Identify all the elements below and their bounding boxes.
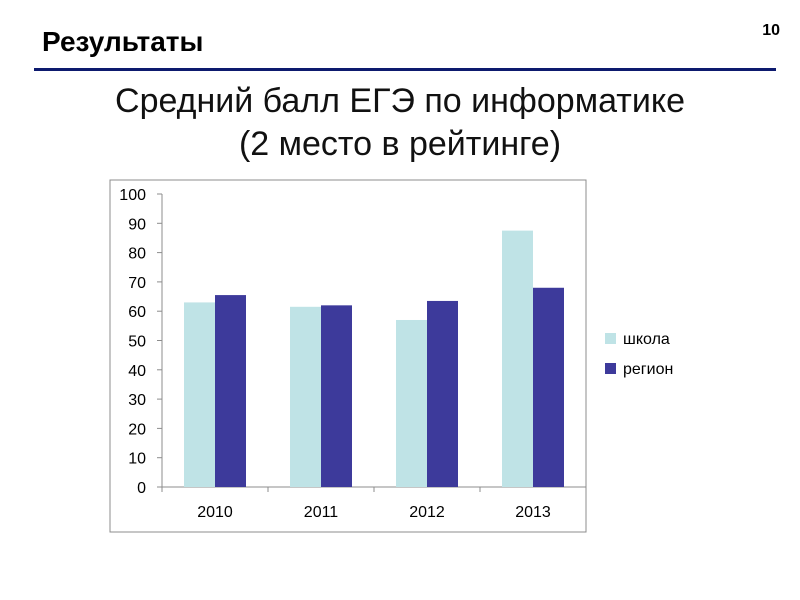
bar-region-2011 (321, 305, 352, 487)
chart-title-line-2: (2 место в рейтинге) (238, 125, 562, 163)
bar-school-2013 (502, 230, 533, 487)
y-tick-label: 90 (128, 216, 146, 233)
legend-label-region: регион (623, 361, 673, 378)
slide-header: Результаты 10 (0, 0, 800, 74)
slide-title: Результаты (42, 26, 204, 57)
chart-title: Средний балл ЕГЭ по информатике (2 место… (0, 80, 800, 166)
y-tick-label: 50 (128, 334, 146, 351)
bar-region-2010 (215, 295, 246, 487)
x-tick-label: 2013 (515, 504, 551, 521)
y-tick-label: 40 (128, 363, 146, 380)
bar-school-2011 (290, 306, 321, 487)
y-tick-label: 60 (128, 304, 146, 321)
x-tick-label: 2012 (409, 504, 445, 521)
y-tick-label: 0 (137, 480, 146, 497)
header-divider (34, 68, 776, 71)
legend-swatch-region (605, 363, 616, 374)
y-tick-label: 80 (128, 246, 146, 263)
legend-label-school: школа (623, 331, 670, 348)
y-tick-label: 20 (128, 421, 146, 438)
x-tick-label: 2011 (304, 504, 339, 521)
y-tick-label: 30 (128, 392, 146, 409)
bar-school-2010 (184, 302, 215, 487)
bar-region-2013 (533, 287, 564, 487)
bar-region-2012 (427, 300, 458, 487)
slide-number: 10 (762, 22, 780, 39)
legend-swatch-school (605, 333, 616, 344)
chart-title-line-1: Средний балл ЕГЭ по информатике (115, 82, 685, 120)
y-tick-label: 100 (119, 187, 146, 204)
chart-frame (109, 179, 587, 533)
y-tick-label: 10 (128, 451, 146, 468)
bar-school-2012 (396, 319, 427, 487)
x-tick-label: 2010 (197, 504, 233, 521)
y-tick-label: 70 (128, 275, 146, 292)
